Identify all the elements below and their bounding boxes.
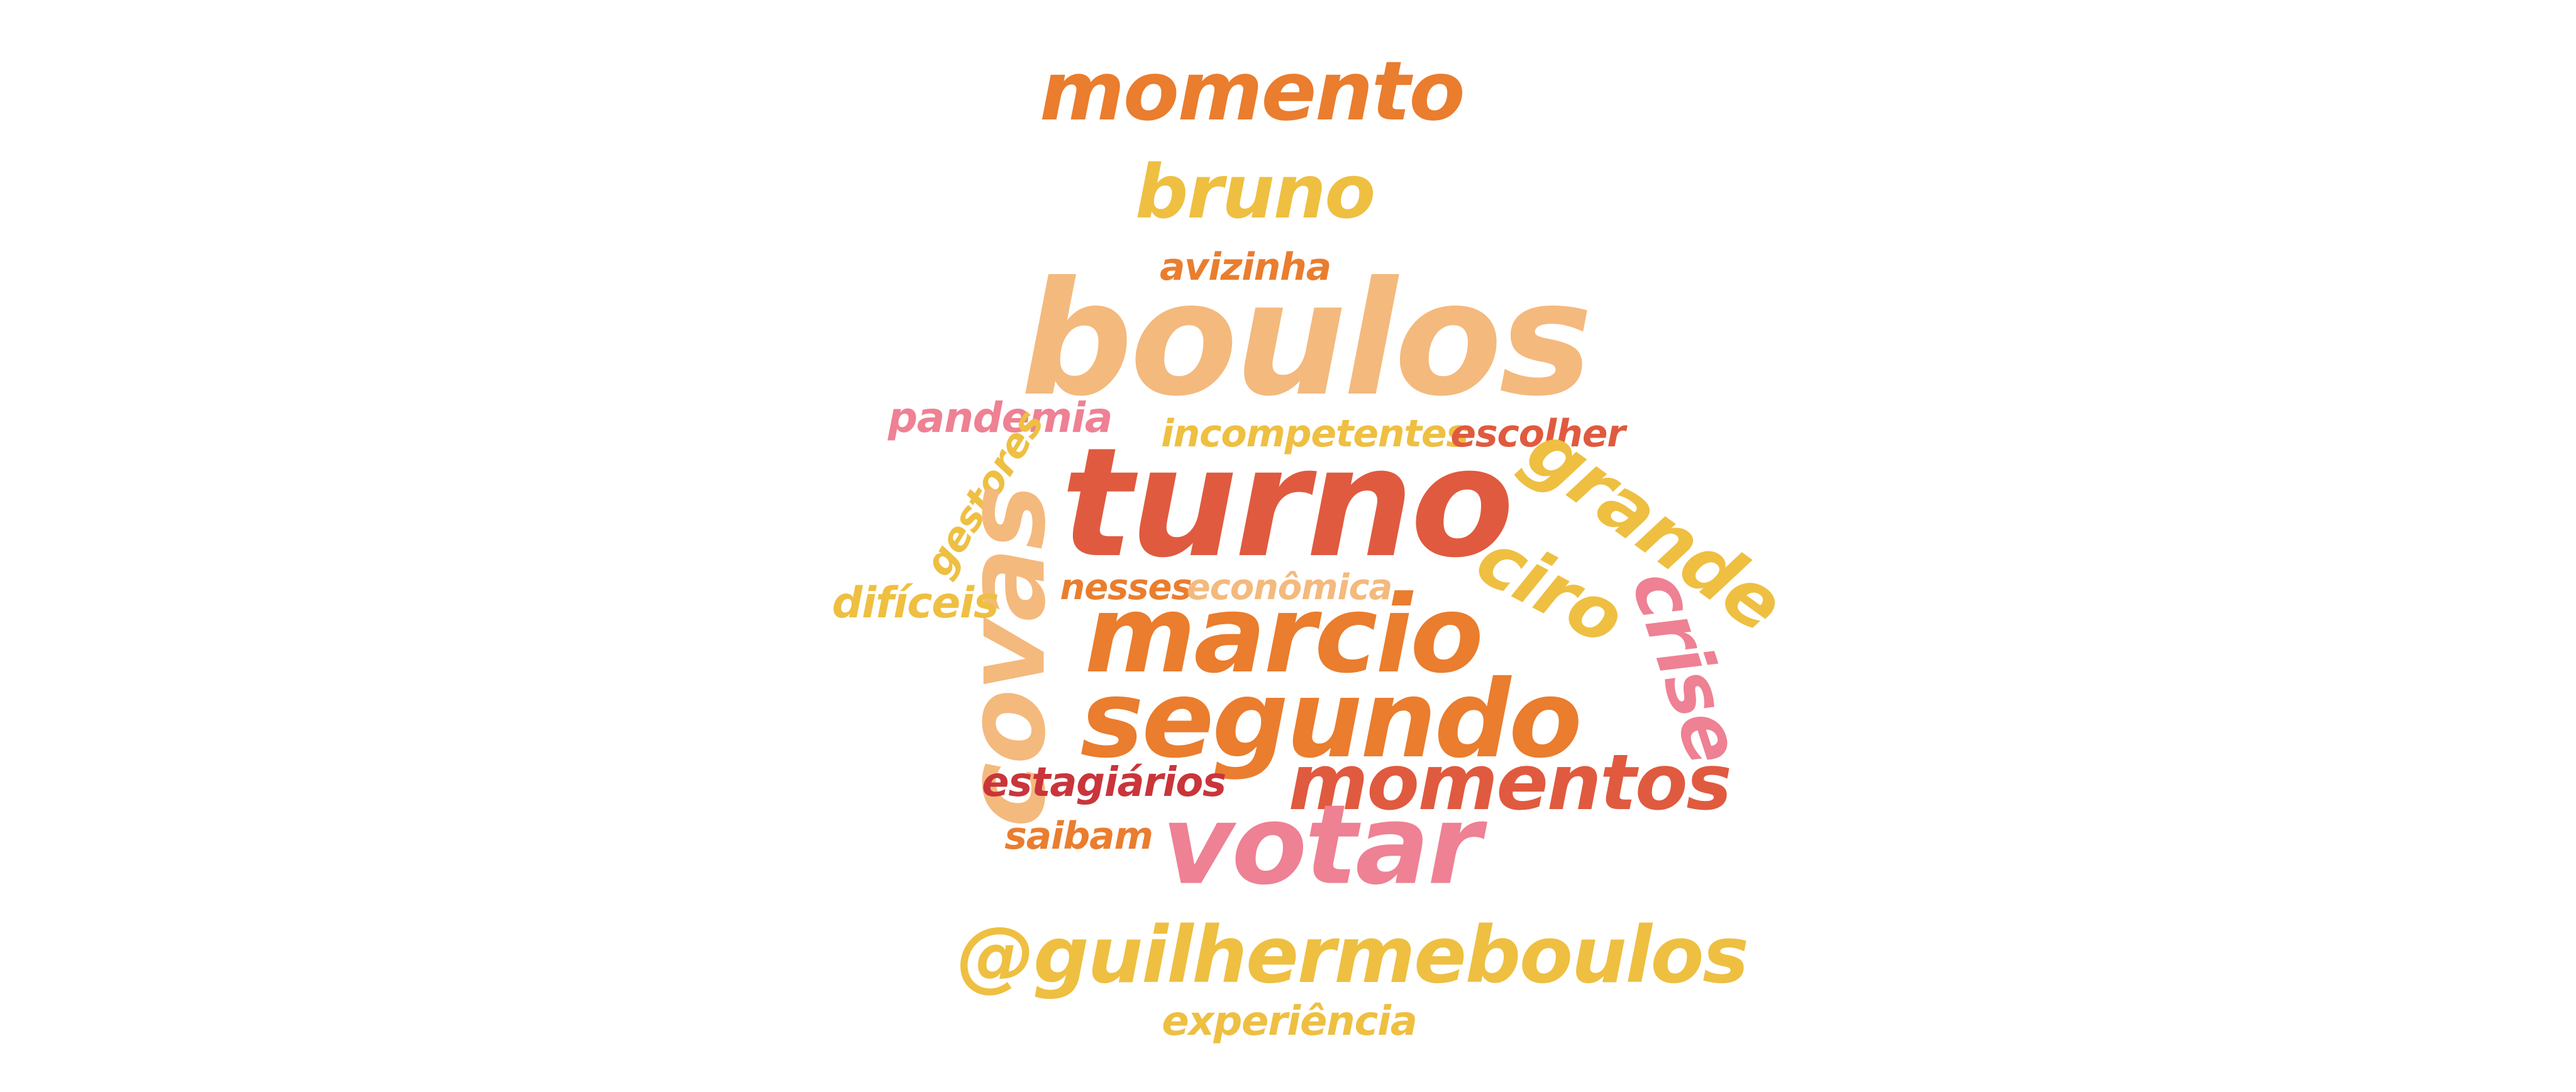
word-pandemia: pandemia bbox=[887, 394, 1113, 442]
word-bruno: bruno bbox=[1135, 148, 1375, 235]
word-segundo: segundo bbox=[1080, 658, 1582, 782]
word-avizinha: avizinha bbox=[1160, 245, 1331, 289]
word-nesses: nesses bbox=[1060, 567, 1192, 608]
word-marcio: marcio bbox=[1084, 573, 1484, 697]
word-votar: votar bbox=[1162, 781, 1482, 910]
word-economica: econômica bbox=[1186, 567, 1393, 608]
word-turno: turno bbox=[1061, 415, 1514, 591]
word-boulos: boulos bbox=[1020, 248, 1593, 431]
word-momentos: momentos bbox=[1288, 738, 1732, 827]
word-incompetentes: incompetentes bbox=[1161, 412, 1468, 456]
word-dificeis: difíceis bbox=[831, 578, 999, 628]
word-momento: momento bbox=[1039, 43, 1465, 139]
word-experiencia: experiência bbox=[1162, 998, 1418, 1045]
word-guilhermeboulos: @guilhermeboulos bbox=[957, 910, 1749, 1001]
word-estagiarios: estagiários bbox=[982, 759, 1226, 806]
word-escolher: escolher bbox=[1450, 412, 1625, 456]
word-saibam: saibam bbox=[1004, 814, 1153, 858]
